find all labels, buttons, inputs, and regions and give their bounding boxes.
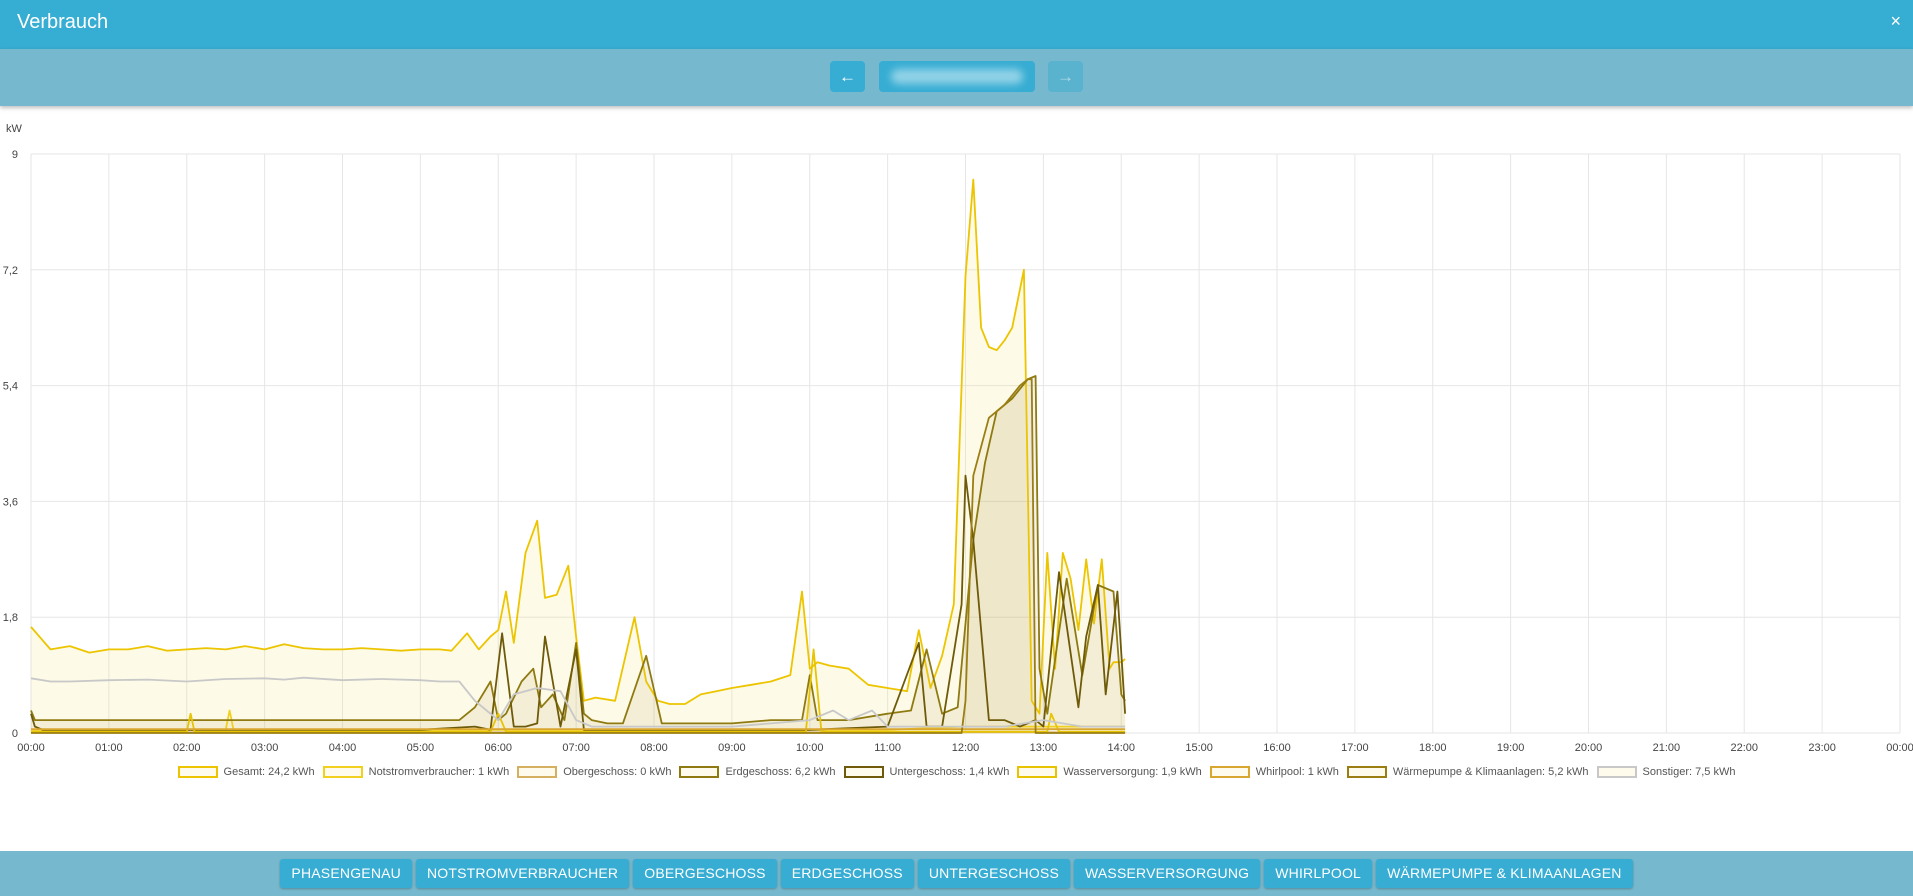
series-line-5 xyxy=(31,648,1126,733)
x-tick-label: 13:00 xyxy=(1030,742,1058,754)
legend-item[interactable]: Gesamt: 24,2 kWh xyxy=(177,766,315,779)
series-area-0 xyxy=(31,179,1126,733)
legend-swatch xyxy=(1017,766,1058,779)
legend-swatch xyxy=(517,766,558,779)
y-tick-label: 0 xyxy=(12,728,18,740)
x-tick-label: 18:00 xyxy=(1419,742,1447,754)
series-line-7 xyxy=(31,378,1126,734)
legend-swatch xyxy=(177,766,218,779)
date-navigation-bar: ← → xyxy=(0,49,1913,106)
category-button[interactable]: NOTSTROMVERBRAUCHER xyxy=(415,859,630,888)
arrow-right-icon[interactable]: → xyxy=(1048,61,1083,92)
x-tick-label: 19:00 xyxy=(1497,742,1525,754)
chart-legend: Gesamt: 24,2 kWh Notstromverbraucher: 1 k… xyxy=(0,766,1913,786)
x-tick-label: 07:00 xyxy=(562,742,590,754)
date-picker-button[interactable] xyxy=(879,61,1035,92)
x-tick-label: 21:00 xyxy=(1653,742,1681,754)
x-tick-label: 16:00 xyxy=(1263,742,1291,754)
x-tick-label: 01:00 xyxy=(95,742,123,754)
x-tick-label: 05:00 xyxy=(407,742,435,754)
x-tick-label: 09:00 xyxy=(718,742,746,754)
legend-label: Whirlpool: 1 kWh xyxy=(1255,766,1339,779)
series-area-7 xyxy=(31,379,1126,733)
y-tick-label: 7,2 xyxy=(3,265,18,277)
legend-item[interactable]: Sonstiger: 7,5 kWh xyxy=(1596,766,1736,779)
blurred-date-overlay xyxy=(891,69,1023,84)
legend-swatch xyxy=(1209,766,1250,779)
x-tick-label: 12:00 xyxy=(952,742,980,754)
x-tick-label: 17:00 xyxy=(1341,742,1369,754)
series-line-3 xyxy=(30,375,1126,725)
legend-label: Wasserversorgung: 1,9 kWh xyxy=(1063,766,1202,779)
legend-label: Gesamt: 24,2 kWh xyxy=(223,766,315,779)
x-tick-label: 11:00 xyxy=(874,742,901,754)
legend-label: Sonstiger: 7,5 kWh xyxy=(1642,766,1736,779)
close-icon[interactable]: × xyxy=(1890,11,1901,31)
legend-item[interactable]: Untergeschoss: 1,4 kWh xyxy=(843,766,1010,779)
legend-label: Notstromverbraucher: 1 kWh xyxy=(368,766,510,779)
legend-item[interactable]: Whirlpool: 1 kWh xyxy=(1209,766,1339,779)
category-button[interactable]: PHASENGENAU xyxy=(280,859,412,888)
x-tick-label: 02:00 xyxy=(173,742,201,754)
legend-swatch xyxy=(679,766,720,779)
category-button[interactable]: ERDGESCHOSS xyxy=(780,859,914,888)
x-tick-label: 00:00 xyxy=(1886,742,1913,754)
category-button[interactable]: WHIRLPOOL xyxy=(1264,859,1373,888)
legend-label: Erdgeschoss: 6,2 kWh xyxy=(725,766,836,779)
arrow-left-icon[interactable]: ← xyxy=(830,61,865,92)
category-button[interactable]: UNTERGESCHOSS xyxy=(917,859,1070,888)
y-tick-label: 9 xyxy=(12,149,18,161)
x-tick-label: 23:00 xyxy=(1808,742,1836,754)
x-tick-label: 15:00 xyxy=(1185,742,1213,754)
legend-label: Untergeschoss: 1,4 kWh xyxy=(889,766,1010,779)
legend-item[interactable]: Notstromverbraucher: 1 kWh xyxy=(322,766,510,779)
legend-swatch xyxy=(1346,766,1387,779)
x-tick-label: 04:00 xyxy=(329,742,357,754)
legend-item[interactable]: Erdgeschoss: 6,2 kWh xyxy=(679,766,836,779)
x-tick-label: 14:00 xyxy=(1107,742,1135,754)
y-tick-label: 3,6 xyxy=(3,496,18,508)
x-tick-label: 22:00 xyxy=(1730,742,1758,754)
series-line-8 xyxy=(30,676,1126,728)
x-tick-label: 00:00 xyxy=(17,742,45,754)
series-line-0 xyxy=(30,178,1126,715)
category-button[interactable]: WASSERVERSORGUNG xyxy=(1074,859,1261,888)
x-tick-label: 10:00 xyxy=(796,742,824,754)
legend-label: Obergeschoss: 0 kWh xyxy=(563,766,672,779)
legend-swatch xyxy=(1596,766,1637,779)
legend-swatch xyxy=(843,766,884,779)
window-title: Verbrauch xyxy=(17,11,109,33)
x-tick-label: 08:00 xyxy=(640,742,668,754)
y-tick-label: 5,4 xyxy=(3,381,18,393)
category-button[interactable]: OBERGESCHOSS xyxy=(633,859,777,888)
x-tick-label: 06:00 xyxy=(484,742,512,754)
x-tick-label: 20:00 xyxy=(1575,742,1603,754)
legend-label: Wärmepumpe & Klimaanlagen: 5,2 kWh xyxy=(1392,766,1589,779)
legend-item[interactable]: Obergeschoss: 0 kWh xyxy=(517,766,672,779)
legend-item[interactable]: Wärmepumpe & Klimaanlagen: 5,2 kWh xyxy=(1346,766,1589,779)
window-titlebar: Verbrauch × xyxy=(0,0,1913,49)
legend-item[interactable]: Wasserversorgung: 1,9 kWh xyxy=(1017,766,1202,779)
x-tick-label: 03:00 xyxy=(251,742,279,754)
y-axis-unit-label: kW xyxy=(6,123,23,135)
y-tick-label: 1,8 xyxy=(3,612,18,624)
legend-swatch xyxy=(322,766,363,779)
consumption-chart: kW 0 1,8 3,6 5,4 7,2 9 00:00 01:00 02:00 03:00 04:0… xyxy=(3,123,1913,754)
category-button[interactable]: WÄRMEPUMPE & KLIMAANLAGEN xyxy=(1376,859,1633,888)
category-button-bar: PHASENGENAU NOTSTROMVERBRAUCHER OBERGESCHO… xyxy=(0,851,1913,896)
